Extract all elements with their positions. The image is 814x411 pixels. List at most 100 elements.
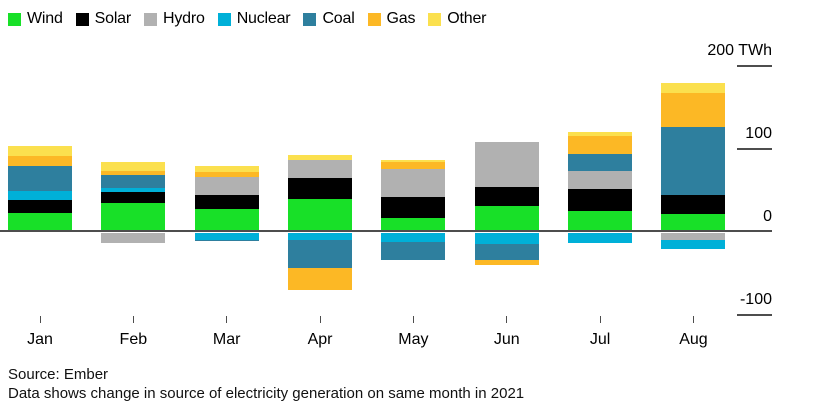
bar-segment-mar-solar [194,194,259,209]
legend-label-nuclear: Nuclear [236,10,291,27]
legend-swatch-solar [75,12,89,26]
legend-label-other: Other [447,10,487,27]
bar-segment-may-gas [381,162,446,169]
bar-segment-aug-gas [661,92,726,128]
legend-swatch-nuclear [217,12,231,26]
bar-segment-jul-solar [568,188,633,212]
bar-segment-jun-gas [474,259,539,266]
legend-label-solar: Solar [94,10,132,27]
legend-swatch-hydro [144,12,158,26]
legend-label-wind: Wind [27,10,63,27]
bar-segment-feb-other [101,162,166,171]
bar-segment-mar-other [194,166,259,173]
x-label-jul: Jul [589,331,611,348]
x-tick-may [412,316,414,323]
bar-segment-jul-other [568,131,633,136]
legend: Wind Solar Hydro Nuclear Coal Gas Other [8,9,487,29]
bar-segment-aug-wind [661,213,726,232]
legend-swatch-coal [303,12,317,26]
bar-segment-may-wind [381,217,446,232]
legend-swatch-other [428,12,442,26]
bar-segment-may-other [381,159,446,163]
legend-item-hydro: Hydro [144,9,205,29]
x-tick-feb [132,316,134,323]
y-tick-line-100 [737,148,772,150]
x-tick-jun [506,316,508,323]
bar-segment-aug-coal [661,127,726,195]
x-label-mar: Mar [212,331,241,348]
y-tick-line--100 [737,314,772,316]
y-tick-label-100: 100 [745,125,772,142]
bar-segment-feb-coal [101,174,166,188]
legend-item-coal: Coal [303,9,355,29]
legend-swatch-gas [367,12,381,26]
bar-segment-jun-hydro [474,142,539,188]
footer-source: Source: Ember [8,366,109,383]
x-label-feb: Feb [119,331,148,348]
legend-item-nuclear: Nuclear [217,9,291,29]
y-tick-line-200 [737,65,772,67]
x-tick-jul [599,316,601,323]
bar-segment-jan-coal [8,166,72,192]
bar-segment-apr-coal [288,239,353,268]
bar-segment-aug-nuclear [661,239,726,249]
x-tick-aug [692,316,694,323]
bar-segment-jul-nuclear [568,233,633,243]
bar-segment-jan-wind [8,212,72,232]
x-label-aug: Aug [679,331,708,348]
x-label-may: May [398,331,429,348]
bar-segment-feb-nuclear [101,188,166,193]
bar-segment-may-nuclear [381,233,446,243]
bar-segment-apr-nuclear [288,233,353,240]
bar-segment-apr-solar [288,178,353,199]
bar-segment-feb-wind [101,202,166,232]
bar-segment-may-solar [381,197,446,218]
bar-segment-jun-wind [474,206,539,232]
x-label-jan: Jan [27,331,53,348]
legend-label-gas: Gas [386,10,416,27]
legend-label-hydro: Hydro [163,10,205,27]
bar-segment-jun-nuclear [474,233,539,244]
bar-segment-mar-gas [194,172,259,178]
bar-segment-mar-hydro [194,177,259,195]
zero-baseline [0,230,772,232]
bar-segment-jul-hydro [568,171,633,189]
bar-segment-jan-other [8,145,72,156]
bar-segment-may-coal [381,242,446,261]
bar-segment-jan-gas [8,155,72,167]
bar-segment-aug-solar [661,194,726,214]
legend-item-solar: Solar [75,9,132,29]
bar-segment-jun-solar [474,187,539,207]
footer-note: Data shows change in source of electrici… [8,385,525,402]
bar-segment-jul-wind [568,211,633,232]
legend-swatch-wind [8,12,21,26]
legend-label-coal: Coal [322,10,355,27]
bar-segment-aug-other [661,82,726,93]
bar-segment-jan-nuclear [8,191,72,200]
legend-item-other: Other [428,9,487,29]
y-tick-label--100: -100 [739,291,772,308]
bar-segment-feb-gas [101,170,166,175]
bar-segment-feb-hydro [101,233,166,243]
bar-segment-may-hydro [381,168,446,198]
bar-segment-mar-wind [194,208,259,232]
bar-segment-apr-other [288,154,353,160]
y-tick-label-200: 200 TWh [707,42,772,59]
bar-segment-jul-gas [568,135,633,154]
bar-segment-apr-wind [288,198,353,232]
bar-segment-mar-coal [194,239,259,242]
bar-segment-jul-coal [568,153,633,172]
bar-segment-aug-hydro [661,233,726,240]
bar-segment-mar-nuclear [194,233,259,240]
bar-segment-apr-gas [288,267,353,291]
bar-segment-feb-solar [101,192,166,203]
y-tick-label-0: 0 [763,208,772,225]
x-tick-apr [319,316,321,323]
bar-segment-jun-coal [474,243,539,260]
x-label-jun: Jun [493,331,520,348]
x-tick-jan [39,316,41,323]
legend-item-gas: Gas [367,9,416,29]
legend-item-wind: Wind [8,9,63,29]
